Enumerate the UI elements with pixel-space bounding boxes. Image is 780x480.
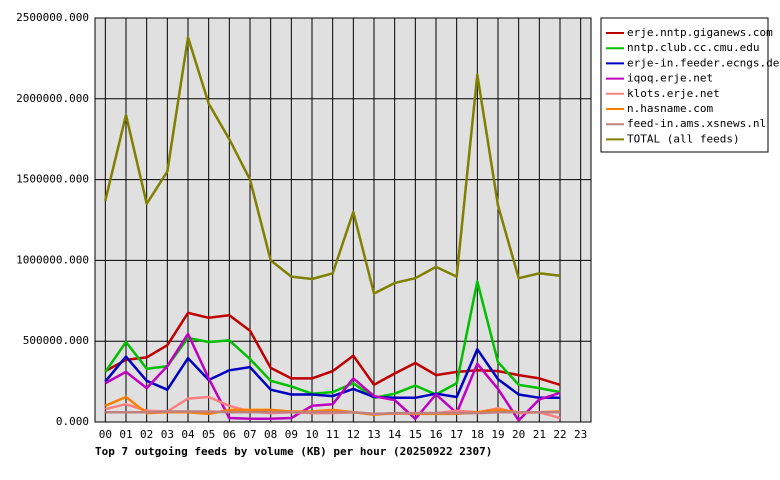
- chart-title: Top 7 outgoing feeds by volume (KB) per …: [95, 445, 492, 458]
- x-tick-label: 16: [429, 428, 442, 441]
- plot-area: [94, 17, 592, 423]
- x-tick-label: 12: [347, 428, 360, 441]
- legend-label: TOTAL (all feeds): [627, 132, 740, 145]
- x-tick-label: 02: [140, 428, 153, 441]
- series-line: [104, 36, 561, 295]
- x-tick-label: 03: [161, 428, 174, 441]
- y-tick-label: 2500000.000: [16, 11, 89, 24]
- x-tick-label: 23: [574, 428, 587, 441]
- x-tick-label: 04: [181, 428, 195, 441]
- y-tick-label: 1000000.000: [16, 253, 89, 266]
- x-tick-label: 05: [202, 428, 215, 441]
- x-tick-label: 22: [553, 428, 566, 441]
- legend-label: n.hasname.com: [627, 102, 713, 115]
- x-tick-label: 00: [99, 428, 112, 441]
- y-tick-label: 1500000.000: [16, 173, 89, 186]
- x-tick-label: 20: [512, 428, 525, 441]
- y-tick-label: 2000000.000: [16, 92, 89, 105]
- legend-label: nntp.club.cc.cmu.edu: [627, 41, 759, 54]
- x-tick-label: 13: [367, 428, 380, 441]
- series-line: [104, 348, 560, 400]
- series-line: [104, 332, 561, 422]
- y-tick-label: 500000.000: [23, 334, 89, 347]
- x-tick-label: 17: [450, 428, 463, 441]
- legend-box: [600, 17, 769, 153]
- x-tick-label: 08: [264, 428, 277, 441]
- legend-label: feed-in.ams.xsnews.nl: [627, 117, 766, 130]
- legend-label: iqoq.erje.net: [627, 72, 713, 85]
- series-line: [104, 280, 561, 400]
- x-tick-label: 07: [243, 428, 256, 441]
- series-line: [105, 410, 560, 416]
- legend-label: klots.erje.net: [627, 87, 720, 100]
- x-tick-label: 06: [223, 428, 236, 441]
- y-tick-label: 0.000: [56, 415, 89, 428]
- legend-label: erje-in.feeder.ecngs.de: [627, 56, 779, 69]
- x-tick-label: 18: [471, 428, 484, 441]
- x-tick-label: 14: [388, 428, 402, 441]
- x-tick-label: 21: [533, 428, 546, 441]
- x-tick-label: 01: [119, 428, 132, 441]
- x-tick-label: 10: [305, 428, 318, 441]
- x-tick-label: 11: [326, 428, 339, 441]
- legend-label: erje.nntp.giganews.com: [627, 26, 773, 39]
- x-tick-label: 19: [491, 428, 504, 441]
- x-tick-label: 15: [409, 428, 422, 441]
- x-tick-label: 09: [285, 428, 298, 441]
